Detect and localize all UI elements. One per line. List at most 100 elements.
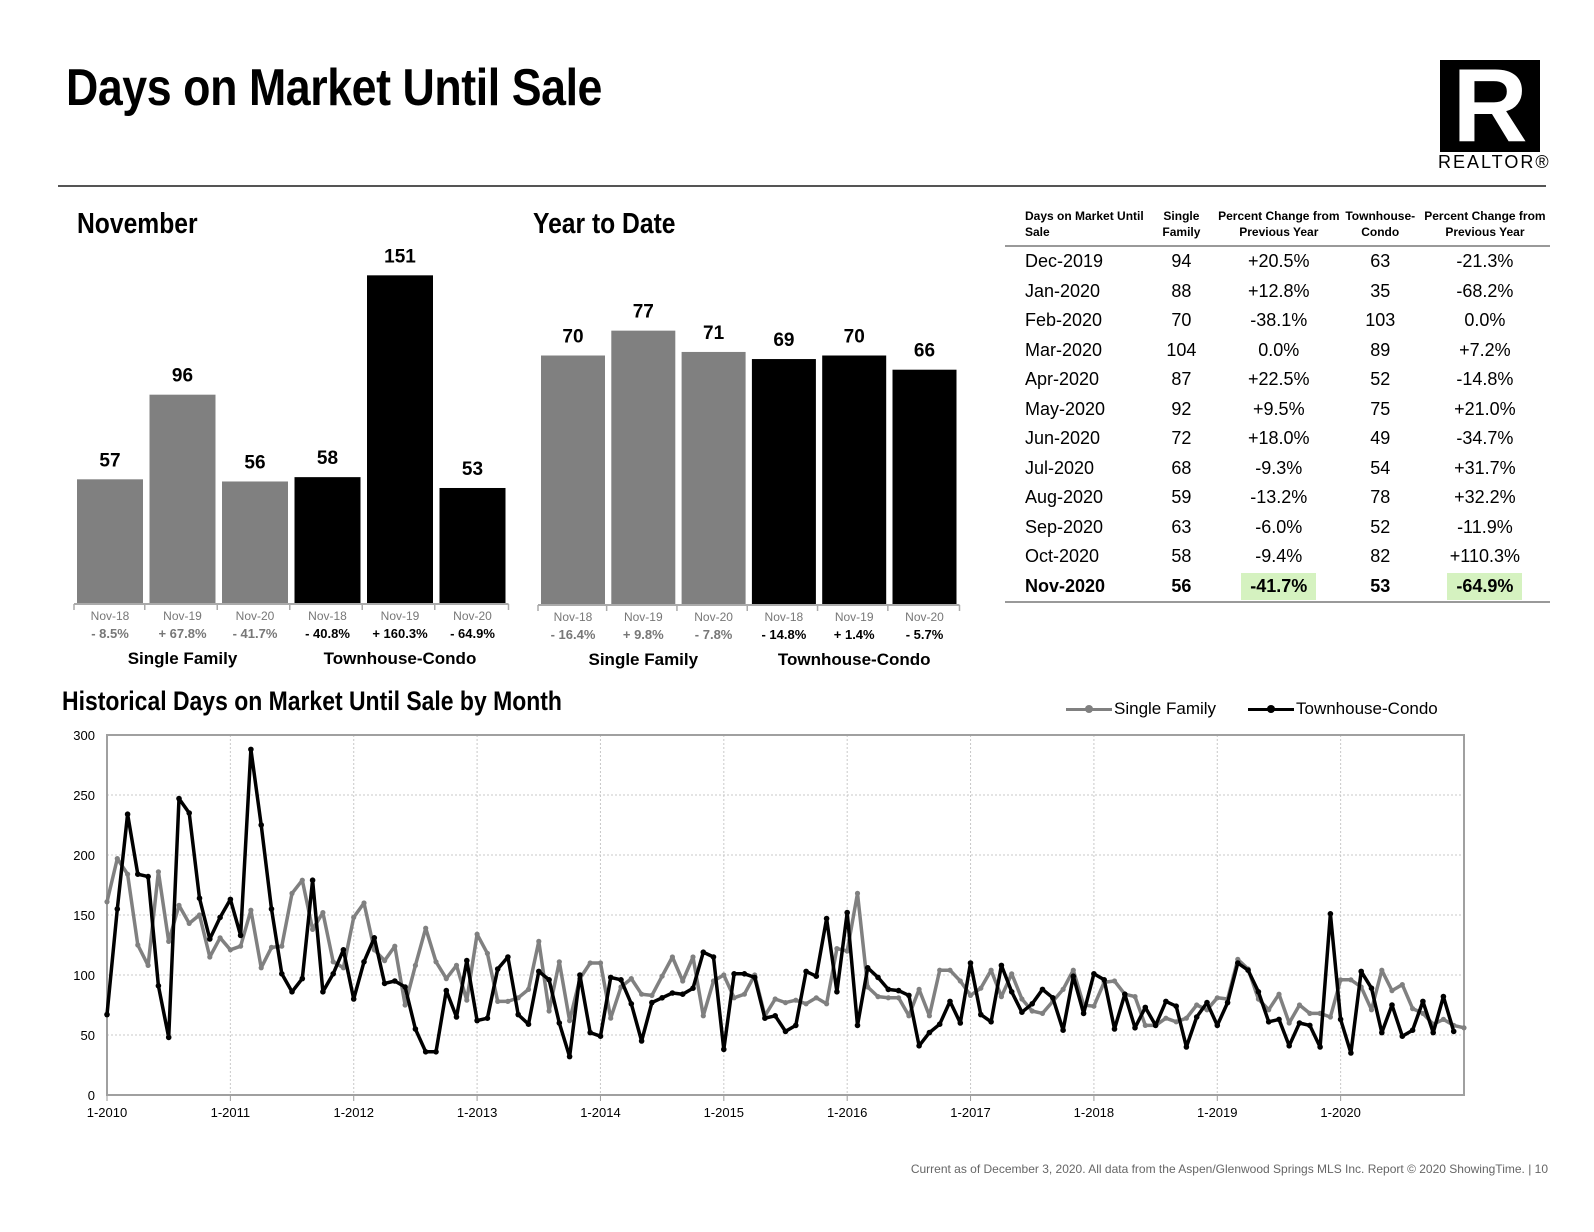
point-townhouse-condo (926, 1029, 933, 1036)
x-tick-label: 1-2014 (580, 1105, 620, 1120)
ytd-group-label: Single Family (589, 650, 699, 669)
table-row: Nov-2020 56 -41.7% 53 -64.9% (1005, 571, 1550, 603)
point-townhouse-condo (1163, 998, 1169, 1005)
point-single-family (320, 910, 326, 916)
point-single-family (1163, 1015, 1169, 1021)
point-townhouse-condo (1204, 999, 1210, 1006)
ytd-change-label: + 1.4% (834, 627, 875, 642)
table-cell: 0.0% (1464, 310, 1506, 331)
ytd-period-label: Nov-20 (905, 610, 944, 624)
nov-group-label: Single Family (128, 649, 238, 668)
table-cell: 52 (1370, 369, 1391, 390)
legend-townhouse-condo-label: Townhouse-Condo (1296, 699, 1438, 718)
point-single-family (351, 914, 357, 920)
point-single-family (978, 985, 984, 991)
point-townhouse-condo (710, 954, 717, 960)
point-single-family (721, 972, 727, 978)
point-townhouse-condo (1358, 968, 1364, 975)
point-single-family (1389, 988, 1395, 994)
point-townhouse-condo (1070, 973, 1077, 979)
table-cell: 75 (1370, 398, 1391, 419)
table-cell: -9.3% (1255, 457, 1303, 478)
point-single-family (957, 978, 963, 984)
point-townhouse-condo (464, 957, 470, 964)
table-cell: -41.7% (1216, 571, 1341, 603)
point-townhouse-condo (350, 996, 357, 1002)
point-townhouse-condo (1265, 1019, 1272, 1025)
nov-value-label: 53 (462, 459, 483, 480)
point-townhouse-condo (1008, 989, 1015, 995)
point-single-family (474, 931, 480, 937)
point-townhouse-condo (494, 966, 501, 972)
x-tick-label: 1-2013 (457, 1105, 497, 1120)
table-cell: 54 (1370, 457, 1391, 478)
ytd-bar-0-2 (681, 351, 746, 604)
point-single-family (176, 902, 182, 908)
nov-change-label: + 67.8% (158, 626, 207, 641)
point-townhouse-condo (782, 1028, 789, 1035)
point-single-family (495, 998, 501, 1004)
point-townhouse-condo (525, 1021, 532, 1027)
point-single-family (1379, 967, 1385, 973)
point-single-family (567, 1018, 573, 1024)
historical-line-chart: 0 50 100 150 200 250 300 1-2010 1-2011 1-2012 1-20… (73, 728, 1467, 1120)
point-townhouse-condo (1019, 1009, 1025, 1015)
point-single-family (1009, 971, 1015, 977)
point-single-family (1440, 1016, 1446, 1022)
point-townhouse-condo (1379, 1029, 1385, 1036)
ytd-group-label: Townhouse-Condo (778, 650, 931, 669)
point-townhouse-condo (916, 1043, 922, 1049)
table-cell: Jun-2020 (1025, 428, 1101, 449)
point-single-family (340, 965, 346, 971)
table-cell: +12.8% (1248, 280, 1310, 301)
table-cell: -13.2% (1250, 487, 1308, 508)
historical-title: Historical Days on Market Until Sale by … (62, 686, 562, 716)
point-single-family (844, 948, 850, 954)
table-body: Dec-2019 94 +20.5% 63 -21.3% Jan-2020 88 +12.8%… (1005, 246, 1550, 603)
point-townhouse-condo (978, 1011, 984, 1018)
table-cell: 49 (1370, 428, 1391, 449)
table-cell: -6.0% (1255, 516, 1303, 537)
point-single-family (628, 976, 634, 982)
point-townhouse-condo (1348, 1050, 1354, 1056)
table-cell: 58 (1171, 546, 1192, 567)
point-single-family (782, 1000, 789, 1006)
point-townhouse-condo (505, 954, 511, 960)
point-single-family (1132, 994, 1138, 1000)
ytd-bar-1-0 (751, 359, 816, 604)
table-cell: 88 (1171, 280, 1192, 301)
point-townhouse-condo (1111, 1026, 1118, 1032)
point-townhouse-condo (957, 1020, 964, 1026)
point-single-family (998, 994, 1005, 1000)
point-townhouse-condo (515, 1011, 521, 1018)
ytd-value-label: 77 (633, 302, 654, 323)
point-townhouse-condo (988, 1019, 994, 1025)
point-townhouse-condo (854, 1022, 861, 1029)
point-townhouse-condo (967, 960, 974, 966)
point-single-family (433, 959, 439, 965)
table-cell: 78 (1370, 487, 1391, 508)
point-townhouse-condo (895, 987, 902, 994)
table-cell: +7.2% (1459, 339, 1511, 360)
point-townhouse-condo (227, 896, 234, 903)
point-single-family (1296, 1002, 1303, 1008)
table-cell: 56 (1145, 571, 1217, 603)
point-townhouse-condo (1337, 1016, 1344, 1023)
monthly-table: Days on Market Until Sale Single Family Pe… (1005, 208, 1550, 603)
table-header-3: Townhouse-Condo (1340, 208, 1420, 247)
series-line-townhouse-condo (105, 747, 1456, 1059)
point-single-family (731, 995, 737, 1001)
point-townhouse-condo (248, 746, 254, 753)
november-title: November (77, 208, 198, 240)
table-row: Apr-2020 87 +22.5% 52 -14.8% (1005, 365, 1550, 395)
point-townhouse-condo (793, 1022, 799, 1029)
point-townhouse-condo (823, 915, 830, 922)
point-single-family (217, 935, 223, 941)
point-single-family (834, 946, 840, 952)
point-single-family (1060, 986, 1066, 992)
point-single-family (453, 962, 460, 968)
realtor-logo-box: R (1440, 48, 1540, 164)
point-single-family (464, 997, 470, 1003)
table-cell: Nov-2020 (1005, 571, 1146, 603)
nov-change-label: + 160.3% (372, 626, 428, 641)
